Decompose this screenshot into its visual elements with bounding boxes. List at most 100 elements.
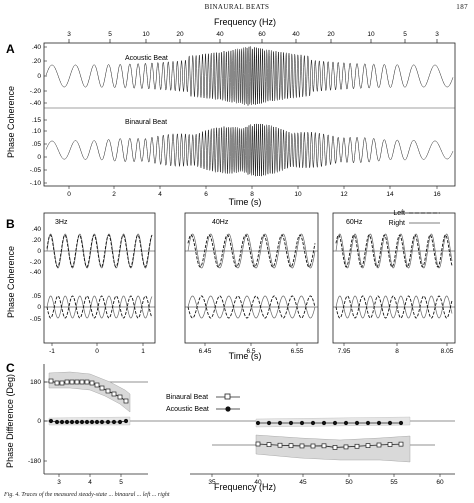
upper-left-ear-trace [187,234,316,268]
acoustic-point [365,420,371,426]
binaural-point [299,443,305,449]
binaural-point [74,379,80,385]
panel-b-x-tick-label: 6.45 [199,348,212,355]
acoustic-y-tick-label: 0 [37,73,41,80]
acoustic-beat-trace [45,46,454,106]
panel-c-x-title: Frequency (Hz) [214,482,276,492]
panel-a-top-axis-title: Frequency (Hz) [214,17,276,27]
legend-binaural-marker [224,393,231,400]
panel-a-x-tick-label: 0 [67,191,71,198]
acoustic-point [99,419,105,425]
panel-a-x-tick-label: 6 [204,191,208,198]
panel-a-top-tick-label: 3 [67,31,71,38]
binaural-point [69,379,75,385]
binaural-point [117,394,123,400]
panel-c-y-tick-label: -180 [28,458,41,465]
binaural-point [288,443,294,449]
acoustic-point [69,419,75,425]
binaural-point [111,391,117,397]
acoustic-point [105,419,111,425]
binaural-point [354,443,360,449]
panel-b-x-title: Time (s) [229,351,262,361]
binaural-y-tick-label: -.05 [30,167,42,174]
panel-a-top-tick-label: 40 [292,31,300,38]
panel-a-top-tick-label: 5 [403,31,407,38]
binaural-point [123,398,129,404]
panel-b-label: B [6,217,15,231]
panel-b-x-tick-label: 0 [95,348,99,355]
binaural-point [266,442,272,448]
panel-c-x-tick-label: 55 [390,479,398,486]
panel-c-y-tick-label: 0 [37,418,41,425]
panel-b-upper-y-tick-label: -.20 [30,259,42,266]
acoustic-point [84,419,90,425]
binaural-y-tick-label: -.10 [30,180,42,187]
panel-a-top-ticks: 3 5 10 20 40 60 40 20 10 5 3 [67,31,439,43]
panel-b-x-tick-label: 8 [395,348,399,355]
subplot-40hz-frame [184,212,319,344]
panel-c-x-tick-label: 3 [57,479,61,486]
panel-c-x-tick-label: 40 [254,479,262,486]
panel-b-upper-y-tick-label: 0 [37,248,41,255]
lower-left-ear-trace [46,295,153,319]
binaural-point [376,442,382,448]
acoustic-point [74,419,80,425]
binaural-point [64,379,70,385]
panel-c-label: C [6,361,15,375]
binaural-point [89,380,95,386]
panel-a-x-tick-label: 4 [158,191,162,198]
panel-b-lower-y-tick-label: .05 [32,293,41,300]
acoustic-y-tick-label: .40 [32,44,41,51]
binaural-point [387,442,393,447]
binaural-point [365,443,371,448]
binaural-y-tick-label: 0 [37,154,41,161]
acoustic-point [54,419,60,425]
panel-c-x-tick-label: 60 [436,479,444,486]
caption-fragment: Fig. 4. Traces of the measured steady-st… [4,492,170,498]
panel-c-x-tick-label: 5 [119,479,123,486]
panel-b-lower-y-tick-label: 0 [37,304,41,311]
binaural-point [99,385,105,391]
lower-left-ear-trace [335,295,453,319]
panel-a-top-tick-label: 10 [142,31,150,38]
subplot-60hz: 60Hz [332,212,456,344]
acoustic-point [111,419,117,425]
binaural-point [398,441,404,447]
acoustic-point [354,420,360,426]
panel-b-upper-y-tick-label: -.40 [30,269,42,276]
binaural-y-tick-label: .05 [32,141,41,148]
binaural-point [321,443,327,449]
legend-acoustic-marker [225,406,231,412]
panel-a-frame [43,42,456,187]
panel-b-y-title: Phase Coherence [6,246,16,318]
acoustic-beat-label: Acoustic Beat [125,55,168,62]
panel-a-label: A [6,42,15,56]
panel-a-y-ticks: .40 .20 0 -.20 -.40 .15 .10 .05 0 -.05 -.10 [30,44,47,187]
panel-b-upper-y-tick-label: .40 [32,226,41,233]
binaural-y-tick-label: .15 [32,117,41,124]
lower-left-ear-trace [187,295,316,319]
panel-a-x-tick-label: 2 [112,191,116,198]
acoustic-point [299,420,305,426]
acoustic-point [332,420,338,426]
acoustic-point [343,420,349,426]
acoustic-point [255,420,261,426]
acoustic-point [277,420,283,426]
panel-a-x-tick-label: 8 [250,191,254,198]
acoustic-point [123,418,129,424]
acoustic-point [117,419,123,425]
acoustic-high-freq-error-band [255,416,411,428]
binaural-y-tick-label: .10 [32,128,41,135]
upper-left-ear-trace [335,234,453,268]
panel-a-top-tick-label: 10 [367,31,375,38]
acoustic-point [94,419,100,425]
binaural-point [48,378,54,384]
legend-acoustic-label: Acoustic Beat [166,406,209,413]
panel-a-x-tick-label: 16 [433,191,441,198]
subplot-3hz-label: 3Hz [55,219,68,226]
subplot-60hz-frame [332,212,456,344]
legend-right-label: Right [389,220,405,227]
panel-a-top-tick-label: 60 [258,31,266,38]
acoustic-point [376,420,382,426]
